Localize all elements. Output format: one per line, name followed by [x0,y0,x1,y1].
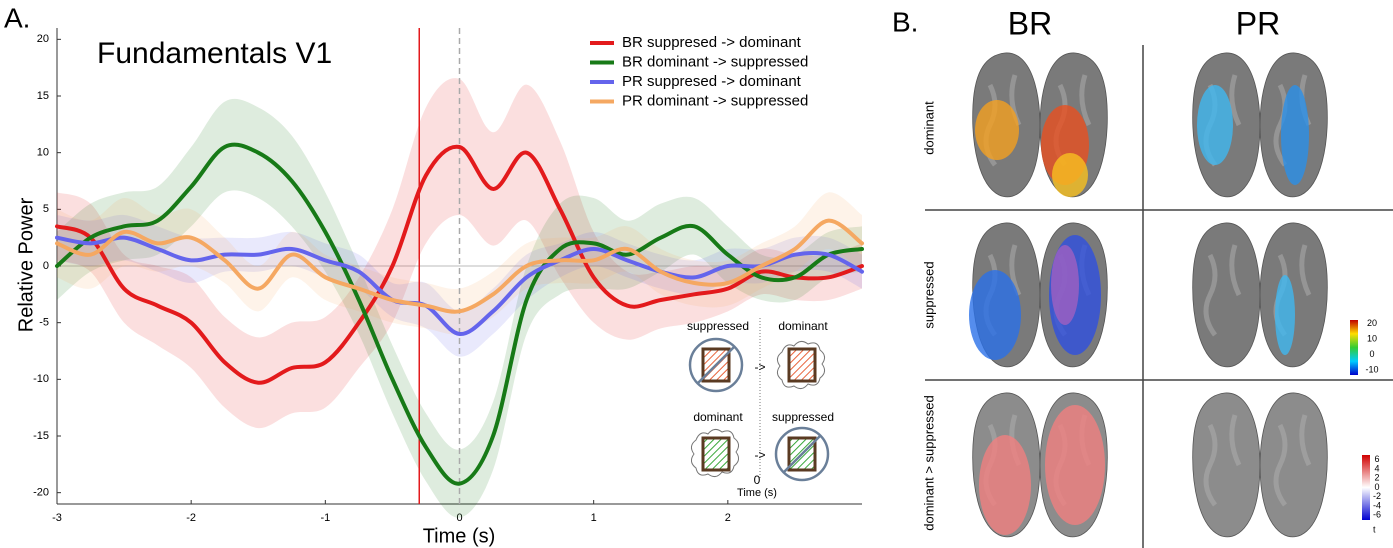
series-line [55,235,864,336]
colorbar-tick-label: 2 [1374,473,1379,483]
brain [972,392,1108,538]
icon [774,426,830,482]
inset: suppressed dominant dominant suppressed … [687,318,834,499]
inset-label: dominant [778,319,828,333]
y-tick-label: -15 [33,430,49,442]
brain-lobe [1259,392,1328,538]
row-label: suppressed [921,261,936,328]
colorbar-tick-label: -2 [1373,491,1381,501]
colorbar [1350,320,1358,375]
inset-time: Time (s) [737,487,777,499]
brain-sulci [1203,244,1242,337]
legend-label: BR dominant -> suppressed [622,53,808,70]
activation [975,100,1019,160]
activation [979,435,1031,535]
inset-arrow: -> [754,360,765,374]
brain-sulci [1203,414,1242,507]
inset-label: dominant [693,410,743,424]
error-band [57,192,862,335]
x-tick-label: -3 [52,512,62,524]
colorbar [1362,455,1370,520]
colorbar-tick-label: 0 [1369,349,1374,359]
colorbar-tick-label: -10 [1365,365,1378,375]
y-tick-label: 20 [37,33,49,45]
colorbar-tick-label: -4 [1373,500,1381,510]
legend-label: BR suppresed -> dominant [622,34,802,51]
legend-label: PR dominant -> suppressed [622,92,808,109]
activation [1045,405,1105,525]
panel-label: B. [892,6,918,37]
y-axis-label: Relative Power [15,197,37,332]
row-label: dominant [921,101,936,155]
colorbar-tick-label: 20 [1367,318,1377,328]
series-line [55,142,864,486]
x-tick-label: 2 [725,512,731,524]
colorbar-tick-label: 10 [1367,334,1377,344]
colorbar-label: t [1373,524,1376,534]
brain-lobe [1192,222,1261,368]
brain-lobe [1192,392,1261,538]
icon [776,340,826,390]
icon [688,337,744,393]
row-label: dominant > suppressed [921,395,936,531]
x-tick-label: 0 [456,512,462,524]
y-tick-label: 5 [43,203,49,215]
x-tick-label: 1 [591,512,597,524]
y-tick-label: -5 [39,317,49,329]
colorbar-tick-label: 0 [1374,482,1379,492]
inset-label: suppressed [687,319,749,333]
brain [1192,222,1328,368]
series-line [55,144,864,385]
activation [969,270,1021,360]
x-axis-label: Time (s) [423,525,496,547]
y-tick-label: 15 [37,90,49,102]
error-band [57,214,862,357]
colorbar-tick-label: -6 [1373,510,1381,520]
colorbar-tick-label: 4 [1374,463,1379,473]
x-tick-label: -1 [320,512,330,524]
activation [1052,153,1088,197]
chart-title: Fundamentals V1 [97,37,332,70]
brain [1192,392,1328,538]
icon [690,428,740,478]
panel-label: A. [4,2,30,33]
activation [1275,275,1295,355]
y-tick-label: 10 [37,147,49,159]
y-tick-label: 0 [43,260,49,272]
colorbar-tick-label: 6 [1374,454,1379,464]
brain [1192,52,1328,198]
column-header: BR [1008,5,1052,41]
brain-sulci [1273,414,1312,507]
error-band [57,78,862,429]
brain-lobe [1259,222,1328,368]
inset-arrow: -> [754,448,765,462]
activation [1051,245,1079,325]
legend-label: PR suppresed -> dominant [622,73,802,90]
brain [972,52,1108,198]
brain-panel: B. BR PR dominant suppressed dominant > … [892,5,1393,548]
x-tick-label: -2 [186,512,196,524]
inset-label: suppressed [772,410,834,424]
activation [1197,85,1233,165]
column-header: PR [1236,5,1280,41]
brain [969,222,1108,368]
y-tick-label: -20 [33,487,49,499]
series-line [55,218,864,314]
activation [1281,85,1309,185]
y-tick-label: -10 [33,373,49,385]
inset-zero: 0 [754,473,761,487]
